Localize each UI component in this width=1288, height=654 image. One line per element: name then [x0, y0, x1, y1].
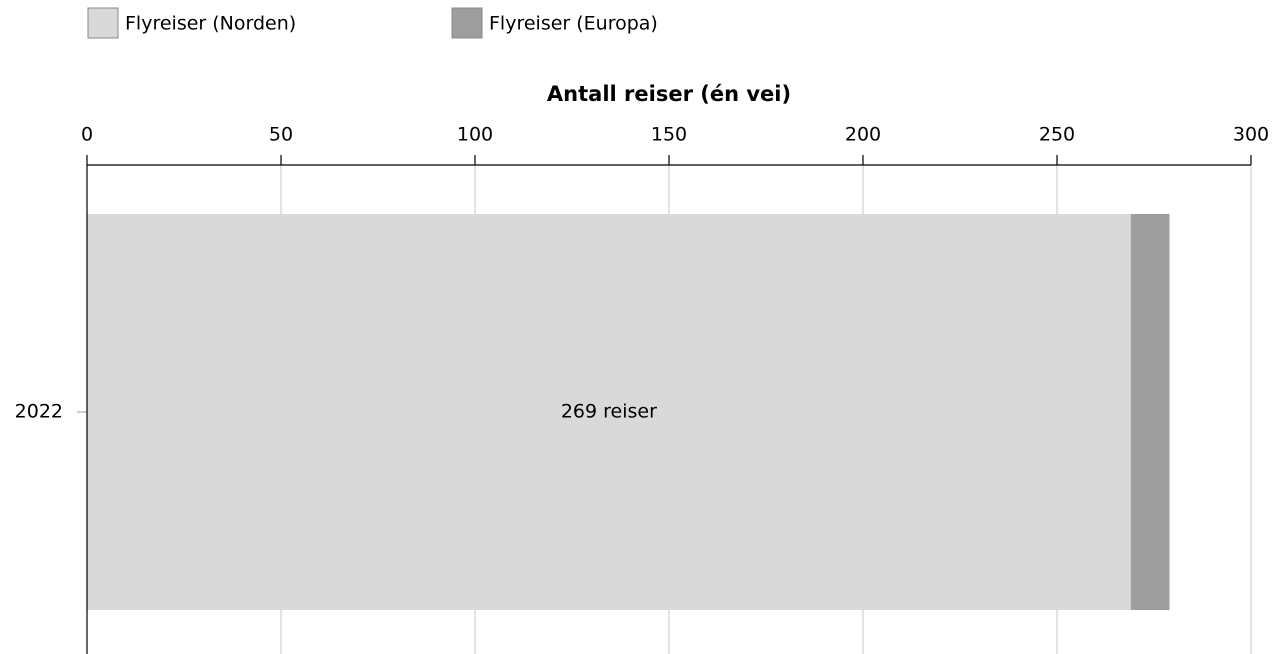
- x-tick-label: 0: [81, 124, 93, 146]
- x-tick-label: 150: [651, 124, 687, 146]
- legend-swatch: [451, 7, 483, 39]
- y-tick-label: 2022: [15, 401, 63, 423]
- bar: [1130, 214, 1170, 610]
- legend-label: Flyreiser (Europa): [489, 13, 658, 35]
- x-tick-label: 300: [1233, 124, 1269, 146]
- legend-swatch: [87, 7, 119, 39]
- data-label: 269 reiser: [561, 401, 657, 423]
- bar: [87, 214, 1131, 610]
- x-tick-label: 200: [845, 124, 881, 146]
- x-tick-label: 100: [457, 124, 493, 146]
- x-axis-title: Antall reiser (én vei): [547, 82, 791, 106]
- x-tick-label: 250: [1039, 124, 1075, 146]
- legend-label: Flyreiser (Norden): [125, 13, 296, 35]
- x-tick-label: 50: [269, 124, 293, 146]
